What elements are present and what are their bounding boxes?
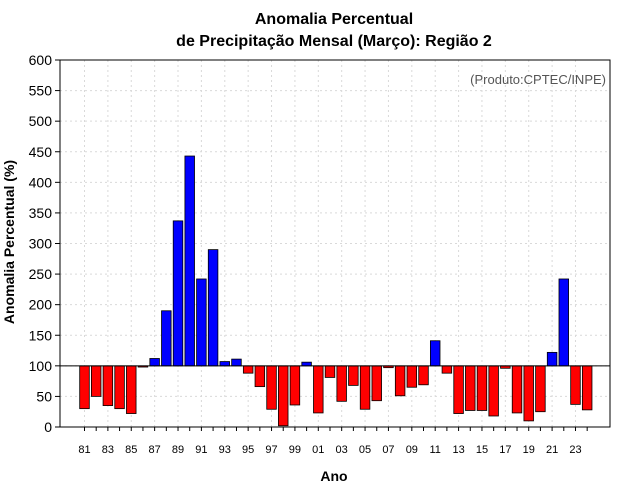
bar-1988 [161, 310, 172, 367]
bar-2015 [476, 365, 488, 411]
bar-2010 [418, 365, 429, 386]
y-tick-label: 100 [29, 358, 53, 374]
y-axis: 0 50 100 150 200 250 300 350 400 450 500 550 600 [29, 52, 60, 435]
x-tick-label: 83 [102, 444, 114, 456]
x-tick-label: 89 [172, 444, 184, 456]
bar-1993 [219, 361, 230, 367]
bar-2013 [453, 365, 464, 414]
y-tick-label: 200 [29, 297, 53, 313]
bar-1995 [242, 365, 254, 374]
bar-1985 [126, 365, 137, 414]
bar-1987 [149, 358, 160, 367]
bar-2008 [394, 365, 406, 397]
bar-1992 [207, 249, 219, 367]
y-tick-label: 350 [29, 205, 53, 221]
y-tick-label: 50 [36, 388, 52, 404]
x-tick-label: 97 [265, 444, 277, 456]
bar-2011 [429, 340, 441, 367]
bar-2000 [301, 361, 312, 367]
x-tick-label: 19 [523, 444, 535, 456]
y-tick-label: 400 [29, 174, 53, 190]
x-tick-label: 87 [149, 444, 161, 456]
bar-2019 [523, 365, 534, 422]
bar-2001 [313, 365, 324, 414]
bar-2003 [336, 365, 347, 402]
bar-2020 [535, 365, 546, 413]
bar-1990 [184, 155, 195, 367]
x-tick-label: 09 [406, 444, 418, 456]
y-axis-label: Anomalia Percentual (%) [1, 160, 17, 324]
x-tick-label: 81 [78, 444, 90, 456]
x-tick-label: 05 [359, 444, 371, 456]
bar-1981 [79, 365, 90, 410]
x-tick-label: 91 [195, 444, 207, 456]
x-tick-label: 93 [219, 444, 231, 456]
chart-title-line-2: de Precipitação Mensal (Março): Região 2 [176, 33, 492, 50]
bar-2021 [546, 351, 558, 367]
bar-2022 [558, 278, 569, 367]
bar-2009 [406, 365, 418, 388]
bar-1991 [196, 278, 207, 367]
bar-2023 [570, 365, 581, 405]
bar-2016 [488, 365, 499, 417]
y-tick-label: 600 [29, 52, 53, 68]
x-tick-label: 15 [476, 444, 488, 456]
bar-2002 [324, 365, 336, 378]
y-tick-label: 250 [29, 266, 53, 282]
bar-1998 [278, 365, 289, 427]
x-tick-label: 07 [382, 444, 394, 456]
bar-1989 [172, 220, 184, 367]
bar-2014 [465, 365, 476, 411]
x-tick-label: 17 [499, 444, 511, 456]
x-tick-label: 95 [242, 444, 254, 456]
y-tick-label: 300 [29, 236, 53, 252]
bar-1983 [102, 365, 114, 406]
bar-2018 [511, 365, 523, 414]
y-tick-label: 500 [29, 113, 53, 129]
bar-1996 [254, 365, 266, 388]
x-tick-label: 23 [569, 444, 581, 456]
y-tick-label: 450 [29, 144, 53, 160]
bar-2012 [441, 365, 453, 374]
x-axis: 81 83 85 87 89 91 93 95 97 99 01 03 05 07 09 11 13 15 17 19… [78, 427, 588, 456]
x-tick-label: 11 [429, 444, 440, 456]
bars-group [79, 155, 593, 427]
x-tick-label: 99 [289, 444, 301, 456]
y-tick-label: 0 [44, 419, 52, 435]
bar-2004 [348, 365, 359, 386]
bar-1994 [231, 358, 242, 367]
y-tick-label: 550 [29, 83, 53, 99]
bar-1999 [289, 365, 301, 406]
bar-2006 [371, 365, 382, 402]
y-tick-label: 150 [29, 327, 53, 343]
x-tick-label: 85 [125, 444, 137, 456]
x-tick-label: 01 [312, 444, 324, 456]
x-tick-label: 21 [546, 444, 558, 456]
chart-title-line-1: Anomalia Percentual [255, 11, 413, 28]
x-tick-label: 13 [452, 444, 464, 456]
source-annotation: (Produto:CPTEC/INPE) [470, 72, 606, 87]
bar-2024 [581, 365, 593, 411]
bar-2005 [359, 365, 371, 410]
x-tick-label: 03 [336, 444, 348, 456]
bar-1984 [114, 365, 125, 410]
x-axis-label: Ano [320, 468, 347, 484]
bar-1997 [266, 365, 277, 410]
bar-1982 [90, 365, 102, 397]
